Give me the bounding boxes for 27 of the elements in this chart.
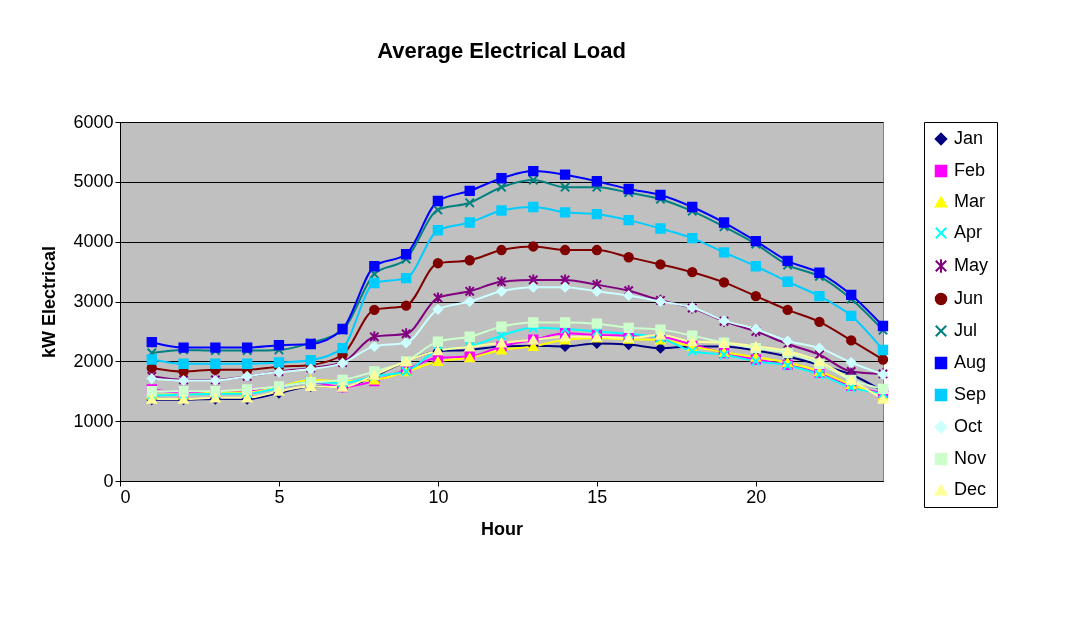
x-tick-label: 15 xyxy=(587,486,608,507)
legend-label: Oct xyxy=(954,416,983,436)
y-tick-label: 2000 xyxy=(73,350,114,371)
x-axis-title: Hour xyxy=(481,518,523,539)
legend-label: Mar xyxy=(954,191,985,211)
legend-label: May xyxy=(954,255,989,275)
y-tick-label: 6000 xyxy=(73,111,114,132)
legend-label: Feb xyxy=(954,160,986,180)
y-tick-label: 4000 xyxy=(73,231,114,252)
y-tick-label: 1000 xyxy=(73,410,114,431)
legend-label: Jan xyxy=(954,128,984,148)
legend-label: Jul xyxy=(954,320,978,340)
legend-label: Dec xyxy=(954,479,987,499)
x-tick-label: 20 xyxy=(746,486,767,507)
legend-label: Nov xyxy=(954,448,987,468)
y-tick-label: 3000 xyxy=(73,291,114,311)
legend-label: Jun xyxy=(954,288,984,308)
chart-title: Average Electrical Load xyxy=(377,38,626,63)
legend-label: Aug xyxy=(954,352,987,372)
y-tick-label: 5000 xyxy=(73,171,114,192)
x-tick-label: 0 xyxy=(120,486,131,507)
x-tick-label: 5 xyxy=(274,486,285,507)
x-tick-label: 10 xyxy=(428,486,449,507)
legend-label: Apr xyxy=(954,222,983,242)
y-axis-title: kW Electrical xyxy=(39,245,60,359)
y-tick-label: 0 xyxy=(103,470,114,491)
legend-label: Sep xyxy=(954,384,987,404)
